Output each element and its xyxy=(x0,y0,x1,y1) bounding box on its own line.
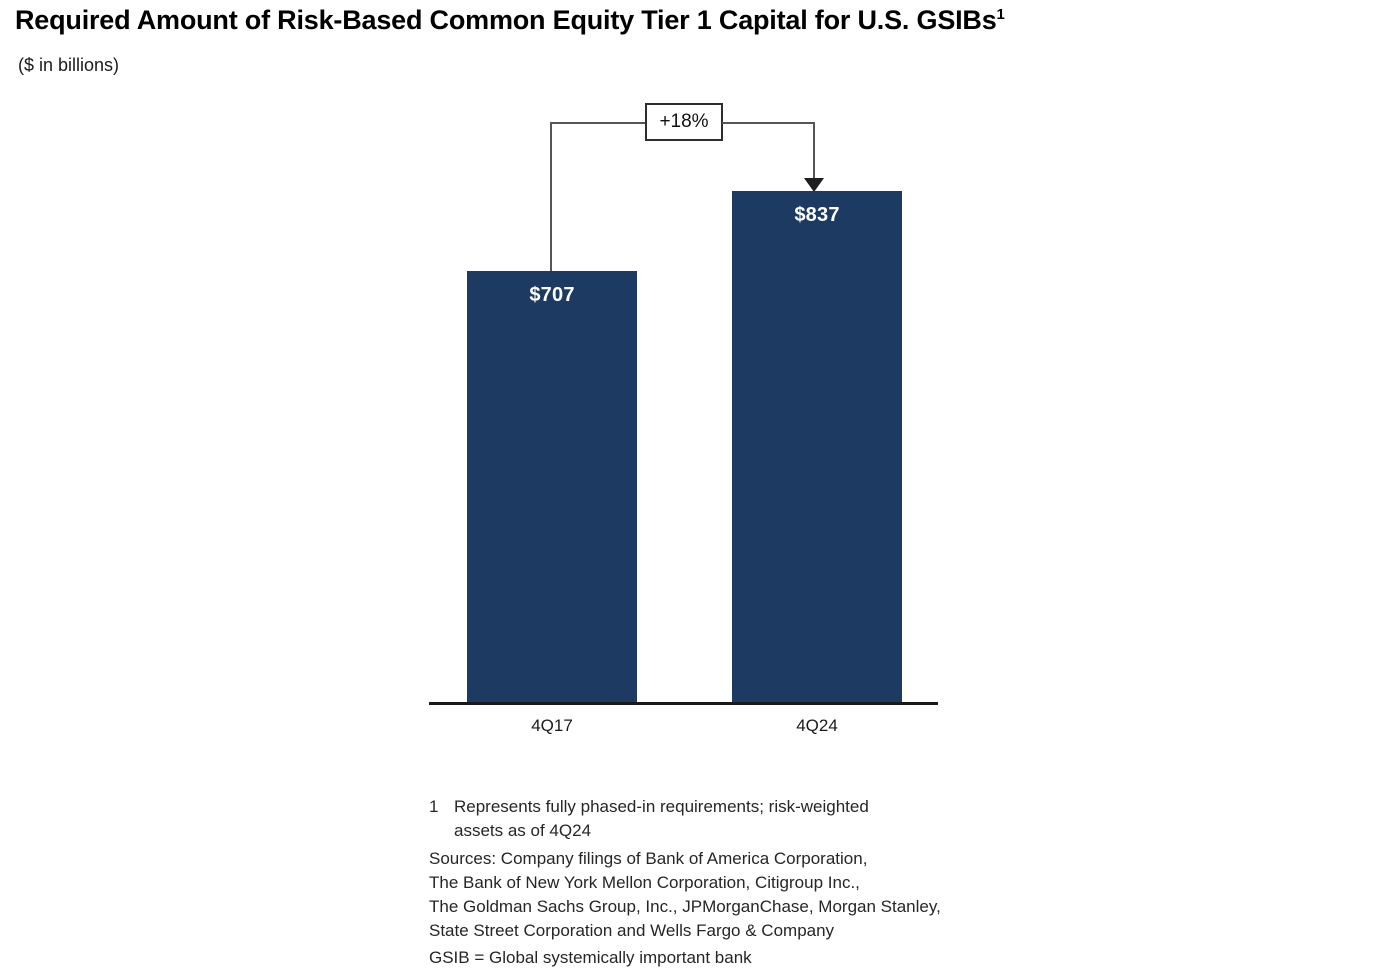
connector-right-horizontal-line xyxy=(722,122,815,124)
x-axis-line xyxy=(429,702,938,705)
footnote-text: Represents fully phased-in requirements;… xyxy=(454,795,869,843)
sources-block: Sources: Company filings of Bank of Amer… xyxy=(429,847,941,970)
source-line: The Goldman Sachs Group, Inc., JPMorganC… xyxy=(429,897,941,916)
chart-subtitle: ($ in billions) xyxy=(18,55,120,75)
source-line: State Street Corporation and Wells Fargo… xyxy=(429,921,835,940)
chart-title-superscript: 1 xyxy=(996,6,1005,23)
bar: $707 xyxy=(467,271,637,703)
footnote-marker: 1 xyxy=(429,797,439,816)
change-annotation-box: +18% xyxy=(645,103,723,141)
source-line: GSIB = Global systemically important ban… xyxy=(429,948,752,967)
footnote: 1 Represents fully phased-in requirement… xyxy=(429,795,941,843)
footnotes-block: 1 Represents fully phased-in requirement… xyxy=(429,795,941,970)
source-line: Sources: Company filings of Bank of Amer… xyxy=(429,849,868,868)
x-axis-category-label: 4Q17 xyxy=(531,716,573,735)
footnote-line: Represents fully phased-in requirements;… xyxy=(454,797,869,816)
bar-value-label: $837 xyxy=(794,204,840,226)
connector-left-vertical-line xyxy=(550,122,552,271)
bar-value-label: $707 xyxy=(529,284,575,306)
connector-right-vertical-line xyxy=(813,122,815,179)
bar: $837 xyxy=(732,191,902,703)
chart-title-text: Required Amount of Risk-Based Common Equ… xyxy=(15,5,997,35)
connector-left-horizontal-line xyxy=(550,122,646,124)
x-axis-category-label: 4Q24 xyxy=(796,716,838,735)
chart-title: Required Amount of Risk-Based Common Equ… xyxy=(15,5,1005,36)
change-annotation-label: +18% xyxy=(659,111,709,132)
arrow-down-icon xyxy=(804,178,824,192)
source-line: The Bank of New York Mellon Corporation,… xyxy=(429,873,860,892)
footnote-line: assets as of 4Q24 xyxy=(454,821,592,840)
